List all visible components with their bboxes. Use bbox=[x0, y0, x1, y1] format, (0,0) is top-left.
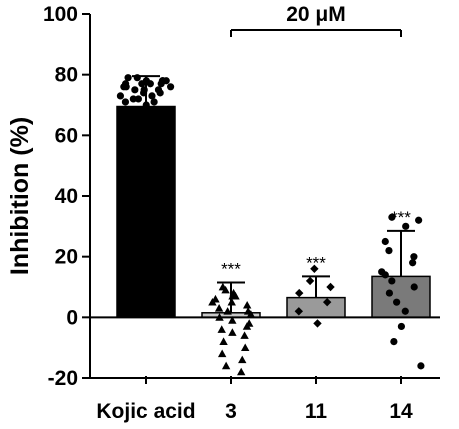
data-point bbox=[417, 362, 425, 370]
axes bbox=[82, 13, 440, 384]
significance-label: *** bbox=[221, 259, 241, 278]
data-point bbox=[238, 355, 247, 364]
data-point bbox=[410, 283, 418, 291]
y-tick-label: 40 bbox=[55, 185, 78, 208]
data-point bbox=[162, 77, 170, 85]
data-point bbox=[237, 367, 246, 376]
significance-label: *** bbox=[306, 253, 326, 272]
data-point bbox=[134, 95, 142, 103]
data-point bbox=[214, 304, 224, 312]
bar bbox=[286, 296, 346, 319]
data-point bbox=[146, 80, 154, 88]
bars bbox=[116, 105, 431, 319]
data-point bbox=[326, 282, 335, 292]
data-point bbox=[415, 216, 423, 224]
data-point bbox=[295, 288, 304, 298]
data-point bbox=[401, 307, 409, 315]
data-point bbox=[208, 297, 217, 306]
bar bbox=[116, 105, 176, 319]
data-point bbox=[156, 89, 164, 97]
data-point bbox=[217, 325, 226, 333]
data-point bbox=[223, 307, 232, 315]
data-point bbox=[241, 343, 250, 352]
data-point bbox=[150, 98, 158, 106]
y-tick-label: 0 bbox=[66, 306, 78, 329]
data-point bbox=[381, 237, 389, 246]
y-tick-label: 80 bbox=[55, 64, 78, 87]
y-axis-title: Inhibition (%) bbox=[6, 117, 34, 275]
data-point bbox=[402, 222, 410, 230]
y-tick-label: 100 bbox=[43, 3, 78, 26]
data-point bbox=[305, 276, 315, 286]
data-point bbox=[124, 74, 132, 82]
error-bars bbox=[132, 75, 415, 313]
labels: -20 0 20 40 60 80 100 Kojic acid 3 11 14 *** *** *** bbox=[43, 3, 413, 423]
y-tick-label: 60 bbox=[55, 124, 78, 147]
data-point bbox=[219, 337, 228, 345]
data-point bbox=[385, 247, 393, 255]
data-point bbox=[240, 331, 249, 339]
x-tick-label: 14 bbox=[389, 400, 413, 423]
data-point bbox=[242, 322, 252, 330]
data-point bbox=[148, 92, 156, 100]
data-point bbox=[228, 328, 237, 336]
data-point bbox=[310, 264, 319, 273]
data-point bbox=[133, 74, 141, 82]
data-point bbox=[218, 282, 228, 291]
data-point bbox=[243, 307, 253, 315]
x-tick-label: Kojic acid bbox=[96, 400, 195, 423]
data-point bbox=[388, 213, 396, 221]
data-point bbox=[409, 259, 417, 267]
data-point bbox=[167, 83, 175, 91]
data-point bbox=[217, 349, 227, 358]
data-point bbox=[294, 307, 304, 316]
data-point bbox=[397, 322, 406, 331]
data-point bbox=[393, 298, 401, 306]
data-point bbox=[322, 297, 332, 307]
data-point bbox=[228, 316, 237, 324]
x-tick-label: 11 bbox=[305, 400, 328, 423]
data-point bbox=[385, 289, 394, 297]
x-tick-label: 3 bbox=[225, 400, 237, 423]
data-point bbox=[242, 301, 252, 309]
bar bbox=[371, 275, 431, 319]
data-point bbox=[121, 98, 130, 106]
significance-label: *** bbox=[391, 208, 411, 227]
data-point bbox=[231, 291, 240, 300]
data-point bbox=[131, 86, 139, 94]
data-point bbox=[122, 83, 130, 91]
data-point bbox=[390, 338, 398, 346]
bracket-label: 20 μM bbox=[286, 3, 346, 26]
data-point bbox=[116, 92, 125, 100]
data-point bbox=[129, 95, 137, 103]
concentration-bracket: 20 μM bbox=[230, 3, 402, 37]
data-point bbox=[313, 319, 322, 328]
data-point bbox=[388, 277, 396, 285]
y-tick-label: 20 bbox=[55, 246, 78, 269]
data-point bbox=[381, 271, 389, 279]
data-point bbox=[221, 361, 231, 370]
data-point bbox=[410, 253, 418, 261]
y-tick-label: -20 bbox=[48, 367, 78, 390]
